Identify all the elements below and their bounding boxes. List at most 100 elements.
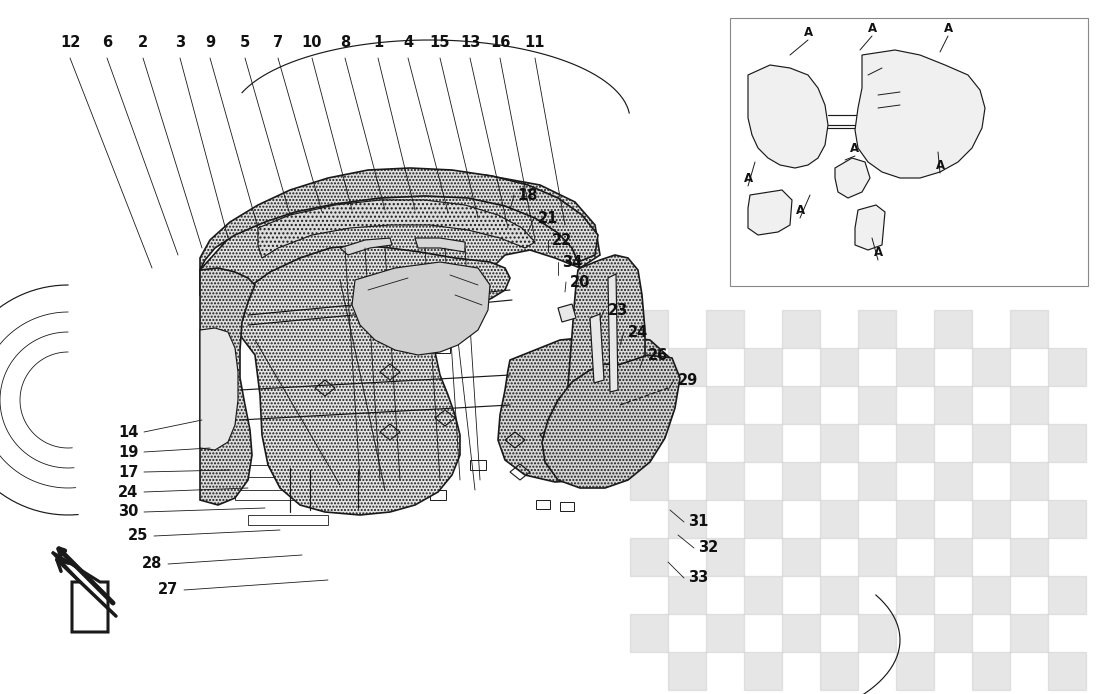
Bar <box>630 386 668 424</box>
Bar <box>858 614 896 652</box>
Bar <box>668 576 706 614</box>
Bar <box>934 614 972 652</box>
Text: 30: 30 <box>118 505 139 520</box>
Bar <box>235 490 336 500</box>
Bar <box>755 118 768 130</box>
Bar <box>896 424 934 462</box>
Bar <box>1010 310 1048 348</box>
Bar <box>934 538 972 576</box>
Polygon shape <box>568 255 645 432</box>
Bar <box>205 350 225 368</box>
Bar <box>770 118 783 130</box>
Bar <box>668 652 706 690</box>
Text: 3: 3 <box>175 35 185 49</box>
Polygon shape <box>200 172 600 315</box>
Text: 8: 8 <box>340 35 350 49</box>
Bar <box>630 310 668 348</box>
Text: 21: 21 <box>538 210 558 226</box>
Bar <box>668 348 706 386</box>
Polygon shape <box>835 158 870 198</box>
Polygon shape <box>855 205 886 250</box>
Text: 2: 2 <box>138 35 148 49</box>
Bar <box>205 408 225 426</box>
Bar <box>430 340 450 353</box>
Text: 24: 24 <box>628 325 648 339</box>
Polygon shape <box>590 314 604 383</box>
Polygon shape <box>748 190 792 235</box>
Bar <box>782 386 820 424</box>
Bar <box>368 345 388 358</box>
Bar <box>896 500 934 538</box>
Text: 19: 19 <box>118 444 139 459</box>
Bar <box>1010 614 1048 652</box>
Bar <box>744 348 782 386</box>
Bar <box>312 338 334 352</box>
Bar <box>896 576 934 614</box>
Bar <box>248 515 328 525</box>
Bar <box>1010 462 1048 500</box>
Text: A: A <box>935 158 945 171</box>
Bar <box>706 538 744 576</box>
Bar <box>560 502 574 511</box>
Polygon shape <box>340 238 392 255</box>
Polygon shape <box>498 335 672 482</box>
Bar <box>1048 500 1086 538</box>
Bar <box>205 432 219 442</box>
Bar <box>858 462 896 500</box>
Bar <box>820 576 858 614</box>
Bar <box>630 538 668 576</box>
Bar <box>1048 348 1086 386</box>
Text: 24: 24 <box>118 484 139 500</box>
Text: 4: 4 <box>403 35 414 49</box>
Bar <box>668 500 706 538</box>
Text: 29: 29 <box>678 373 698 387</box>
Polygon shape <box>855 50 984 178</box>
Bar <box>470 460 486 470</box>
Text: 26: 26 <box>648 348 668 362</box>
Bar <box>972 652 1010 690</box>
Bar <box>205 378 225 396</box>
Bar <box>1010 386 1048 424</box>
Text: 28: 28 <box>142 557 162 571</box>
Text: 11: 11 <box>525 35 546 49</box>
Text: A: A <box>850 142 859 155</box>
Bar <box>782 538 820 576</box>
Text: 1: 1 <box>373 35 383 49</box>
Text: 22: 22 <box>552 232 572 248</box>
Text: A: A <box>744 171 752 185</box>
Bar <box>782 614 820 652</box>
Text: 23: 23 <box>608 303 628 317</box>
Text: 31: 31 <box>688 514 708 530</box>
Bar <box>744 424 782 462</box>
Text: 6: 6 <box>102 35 112 49</box>
Bar <box>950 110 966 126</box>
Bar <box>972 424 1010 462</box>
Bar <box>934 310 972 348</box>
Bar <box>430 490 446 500</box>
Text: 13: 13 <box>460 35 481 49</box>
Polygon shape <box>608 274 618 392</box>
Text: A: A <box>803 26 813 38</box>
Polygon shape <box>200 168 598 270</box>
Bar <box>972 500 1010 538</box>
Polygon shape <box>415 238 465 252</box>
Bar <box>858 538 896 576</box>
Bar <box>972 576 1010 614</box>
Polygon shape <box>542 355 680 488</box>
Text: 5: 5 <box>240 35 250 49</box>
Polygon shape <box>258 200 535 258</box>
Bar <box>730 18 1088 286</box>
Text: 14: 14 <box>118 425 139 439</box>
Bar <box>706 310 744 348</box>
Bar <box>1048 652 1086 690</box>
Text: 25: 25 <box>128 529 148 543</box>
Bar <box>744 576 782 614</box>
Bar <box>668 424 706 462</box>
Bar <box>744 652 782 690</box>
Bar <box>820 348 858 386</box>
Bar <box>896 348 934 386</box>
Text: 20: 20 <box>570 275 591 289</box>
Bar <box>755 88 768 100</box>
Bar <box>770 88 783 100</box>
Text: 18: 18 <box>518 187 538 203</box>
